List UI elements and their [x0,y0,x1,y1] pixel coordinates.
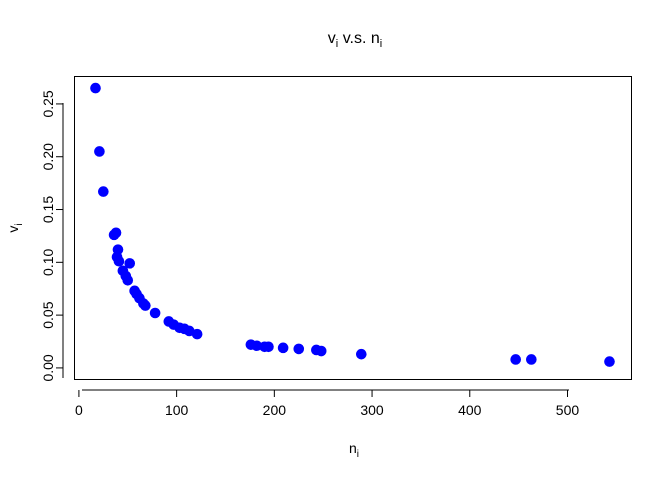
data-point [110,227,122,239]
x-tick-label: 100 [165,402,189,418]
y-axis-label: vi [5,223,25,232]
plot-frame [74,76,632,380]
data-point [251,340,263,352]
x-tick-label: 400 [458,402,482,418]
x-tick-label: 500 [556,402,580,418]
x-axis-ticks: 0 100 200 300 400 500 [75,390,579,418]
data-point [122,274,134,286]
y-axis-ticks: 0.00 0.05 0.10 0.15 0.20 0.25 [40,90,63,382]
data-point [149,307,161,319]
chart-title: vi v.s. ni [328,30,382,50]
y-tick-label: 0.25 [40,90,56,117]
data-point [191,328,203,340]
data-point [356,348,367,360]
x-axis-label: ni [349,440,359,460]
x-tick-label: 300 [360,402,384,418]
y-tick-label: 0.20 [40,143,56,170]
data-point [113,255,125,267]
x-tick-label: 0 [75,402,83,418]
data-point [140,300,151,311]
data-point [526,354,537,365]
data-point [112,244,124,255]
data-point [94,146,105,157]
data-point [124,258,136,269]
y-tick-label: 0.00 [40,354,56,381]
data-point [98,186,109,197]
data-point [90,82,101,94]
data-point [604,356,615,367]
y-tick-label: 0.10 [40,248,56,275]
data-point [263,341,274,353]
data-point [315,345,327,357]
x-tick-label: 200 [263,402,287,418]
data-points [90,82,615,367]
y-tick-label: 0.05 [40,301,56,328]
data-point [510,354,521,365]
data-point [293,343,305,355]
y-tick-label: 0.15 [40,196,56,223]
data-point [277,342,289,354]
